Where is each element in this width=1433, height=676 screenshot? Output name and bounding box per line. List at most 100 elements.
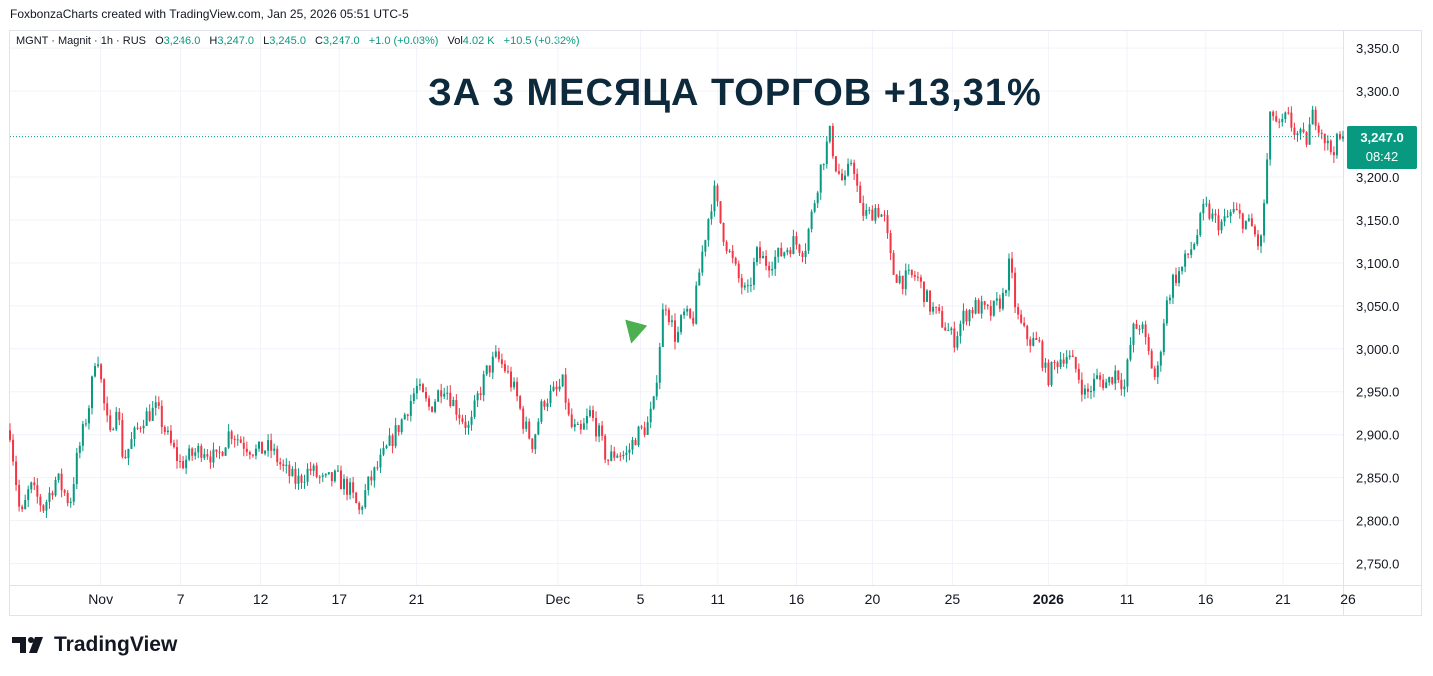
candle-body [1089,390,1092,392]
candle [831,123,834,159]
candle [734,256,737,266]
candle [194,448,197,460]
candle-body [406,414,409,416]
candle [185,455,188,475]
tradingview-logo[interactable]: TradingView [12,633,177,657]
candle-body [1108,377,1111,383]
candle [510,366,513,392]
candle-body [889,233,892,254]
candle-body [1266,159,1269,204]
time-tick-label: 16 [789,591,805,607]
candle-body [959,323,962,337]
candle-body [57,473,60,480]
candle-body [1226,216,1229,218]
candle [616,453,619,459]
legend-change: +1.0 (+0.03%) [368,35,439,47]
candle-body [1281,119,1284,123]
candle [1135,319,1138,330]
candle-body [822,164,825,166]
candle-body [1044,362,1047,368]
candle [625,445,628,463]
candle-body [859,185,862,203]
candle-body [801,252,804,258]
candle-body [1129,344,1132,360]
candle-body [491,356,494,373]
candle-body [840,173,843,181]
candle-body [965,310,968,322]
candle-body [194,452,197,456]
candle-body [437,390,440,402]
candle-body [267,440,270,451]
candle [907,264,910,275]
candle-body [913,275,916,277]
candle [203,448,206,461]
candle-body [746,285,749,287]
candle [901,275,904,295]
candle-body [215,449,218,452]
candle [212,442,215,468]
candle-body [661,309,664,347]
candle [588,405,591,418]
time-tick-label: 2026 [1033,591,1064,607]
candle-body [30,482,33,490]
candle-body [929,290,932,312]
legend-high: 3,247.0 [217,35,255,47]
legend-high-label: H [209,35,218,47]
candle [847,158,850,177]
candle [522,405,525,434]
candle [859,181,862,204]
candle-body [1229,212,1232,217]
candle-body [880,214,883,217]
candle-body [971,310,974,314]
candle [491,351,494,380]
candle [670,315,673,327]
candle-body [81,424,84,446]
candle-body [916,276,919,278]
candle [182,456,185,470]
candle-body [403,414,406,420]
candle [121,413,124,459]
candle-body [762,255,765,259]
candle-body [646,422,649,435]
candle [33,477,36,491]
candle [722,222,725,246]
price-tick-label: 3,300.0 [1356,84,1399,99]
candle-body [209,456,212,463]
candle-body [828,125,831,142]
candle [60,468,63,498]
candle [886,209,889,239]
candle [66,490,69,507]
candle-body [689,308,692,318]
candle [604,433,607,464]
candle [1290,106,1293,132]
candle-body [1181,266,1184,272]
candle-body [1250,218,1253,227]
candle [306,463,309,486]
candle [953,321,956,353]
candle-body [634,440,637,446]
candle-body [312,465,315,471]
candle [622,450,625,460]
candle [631,436,634,455]
candle [1193,242,1196,251]
candle [452,396,455,407]
candle [364,483,367,509]
candle-body [488,365,491,373]
candle-body [394,425,397,447]
candle-body [172,442,175,448]
candle-body [72,484,75,502]
candle [658,342,661,390]
candle [30,481,33,494]
candle-body [1326,140,1329,144]
candle [482,370,485,402]
candle-body [1168,297,1171,301]
candle [87,405,90,430]
legend-low-label: L [263,35,270,47]
last-price-badge[interactable]: 3,247.0 08:42 [1347,125,1417,169]
candle-body [792,236,795,254]
candle [163,425,166,436]
candle-body [1001,292,1004,309]
candle [245,441,248,457]
candle [1141,321,1144,334]
